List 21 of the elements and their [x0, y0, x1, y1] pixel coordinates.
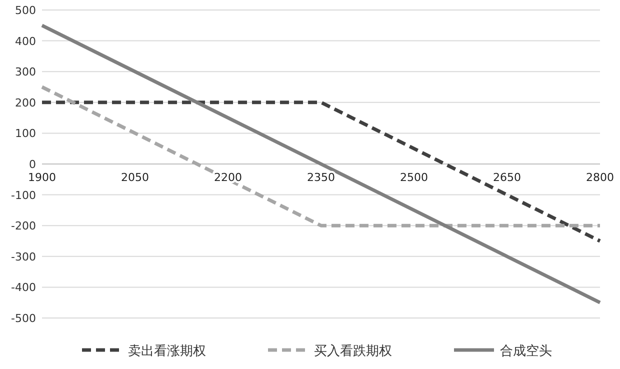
y-tick-label: 500 — [15, 4, 36, 17]
y-tick-label: 300 — [15, 66, 36, 79]
y-tick-label: 400 — [15, 34, 36, 48]
y-tick-label: -100 — [11, 188, 36, 202]
x-tick-label: 2350 — [307, 171, 335, 184]
x-tick-label: 2200 — [214, 171, 242, 184]
y-tick-label: 100 — [15, 127, 36, 140]
y-tick-label: -300 — [11, 250, 36, 264]
x-tick-label: 2050 — [121, 171, 149, 184]
x-tick-label: 2650 — [493, 171, 521, 184]
x-tick-label: 2500 — [400, 171, 428, 184]
legend-label: 合成空头 — [500, 344, 552, 359]
x-tick-label: 1900 — [28, 171, 56, 184]
y-tick-label: -200 — [11, 220, 36, 233]
y-tick-label: -500 — [11, 312, 36, 325]
legend-label: 买入看跌期权 — [314, 344, 392, 359]
x-tick-label: 2800 — [586, 171, 614, 184]
y-tick-label: 0 — [29, 158, 36, 171]
legend-label: 卖出看涨期权 — [128, 344, 206, 359]
y-tick-label: 200 — [15, 96, 36, 110]
y-tick-label: -400 — [11, 281, 36, 294]
